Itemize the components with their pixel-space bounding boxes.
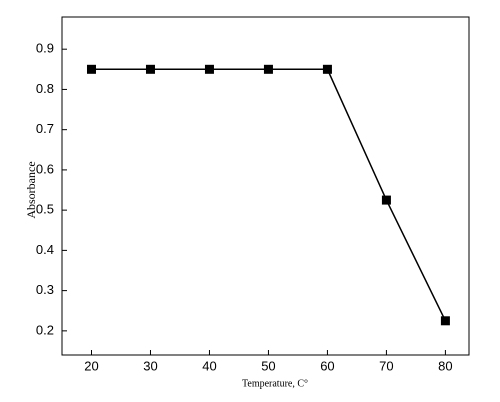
data-point: [145, 64, 155, 74]
data-point: [381, 195, 391, 205]
x-tick-label: 40: [202, 358, 216, 373]
x-tick-label: 20: [84, 358, 98, 373]
y-tick-label: 0.4: [36, 242, 54, 257]
x-tick-label: 50: [261, 358, 275, 373]
series-line: [91, 68, 447, 322]
y-tick-label: 0.5: [36, 202, 54, 217]
x-axis-title: Temperature, C°: [242, 378, 308, 389]
plot-frame: [61, 16, 470, 356]
y-tick-label: 0.7: [36, 121, 54, 136]
y-tick-label: 0.6: [36, 161, 54, 176]
data-point: [204, 64, 214, 74]
data-point: [86, 64, 96, 74]
data-point: [263, 64, 273, 74]
y-tick-label: 0.3: [36, 282, 54, 297]
y-tick-label: 0.2: [36, 322, 54, 337]
y-tick-label: 0.9: [36, 41, 54, 56]
y-axis-title: Absorbance: [24, 161, 38, 218]
x-tick-label: 70: [379, 358, 393, 373]
data-point: [322, 64, 332, 74]
x-tick-label: 30: [143, 358, 157, 373]
data-point: [440, 316, 450, 326]
y-tick-label: 0.8: [36, 81, 54, 96]
x-tick-label: 80: [438, 358, 452, 373]
x-tick-label: 60: [320, 358, 334, 373]
